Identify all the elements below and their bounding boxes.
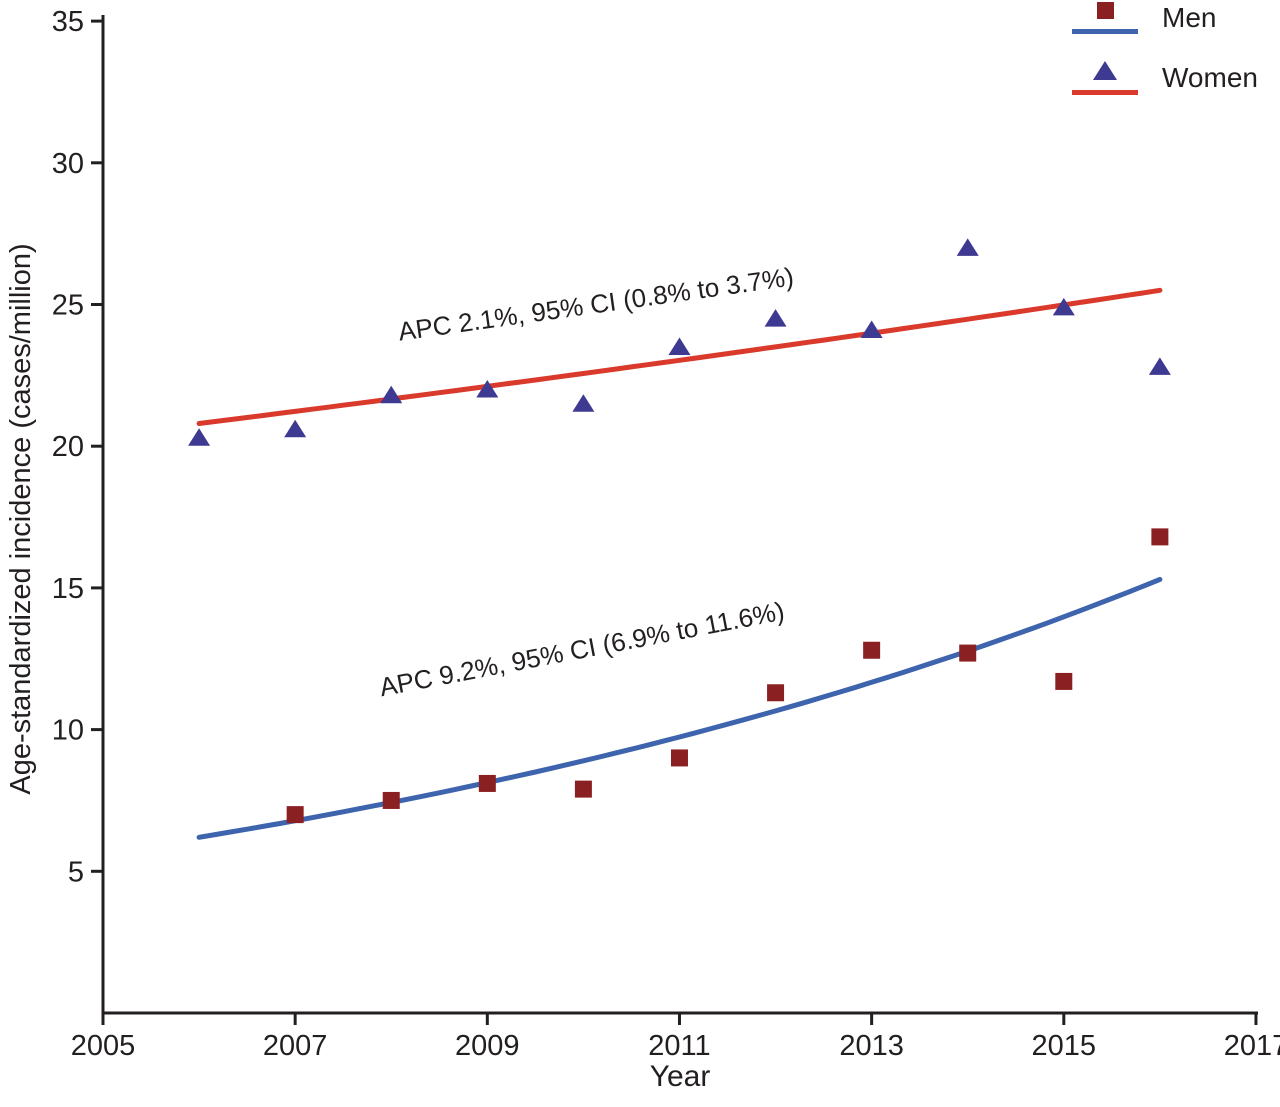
women-triangle-marker-icon <box>1093 61 1117 80</box>
y-tick-label: 35 <box>52 6 84 38</box>
women-trend-line <box>196 287 1163 426</box>
y-tick-label: 25 <box>52 290 84 322</box>
legend-entry-women: Women <box>1072 61 1258 95</box>
women-data-point <box>764 309 787 327</box>
women-data-point <box>380 385 403 404</box>
women-trend-line-icon <box>1072 90 1138 95</box>
x-tick-label: 2015 <box>1032 1030 1097 1062</box>
women-data-point <box>572 394 595 412</box>
men-data-point <box>959 644 977 662</box>
legend-label-women: Women <box>1162 62 1258 93</box>
x-tick-label: 2013 <box>839 1030 904 1062</box>
men-data-point <box>863 641 881 659</box>
x-axis-label: Year <box>649 1060 711 1093</box>
men-legend-swatch <box>1072 2 1138 34</box>
legend-entry-men: Men <box>1072 2 1258 34</box>
x-tick-label: 2005 <box>71 1030 136 1062</box>
women-legend-swatch <box>1072 61 1138 95</box>
women-data-point <box>860 320 883 339</box>
women-data-point <box>668 337 691 356</box>
x-tick-label: 2009 <box>455 1030 520 1062</box>
men-data-point <box>1055 672 1073 690</box>
x-tick-label: 2007 <box>263 1030 328 1062</box>
men-data-point <box>382 791 400 809</box>
x-tick-label: 2017 <box>1224 1030 1280 1062</box>
women-data-point <box>284 419 307 438</box>
men-data-point <box>670 749 688 767</box>
y-tick-label: 5 <box>68 856 84 888</box>
y-tick-label: 10 <box>52 715 84 747</box>
men-data-point <box>1151 528 1169 546</box>
legend: Men Women <box>1072 2 1258 122</box>
y-tick-label: 15 <box>52 573 84 605</box>
men-trend-line-icon <box>1072 29 1138 34</box>
men-trend-line <box>196 576 1163 840</box>
women-data-point <box>1148 357 1171 375</box>
women-data-point <box>1052 297 1075 316</box>
y-tick-label: 20 <box>52 431 84 463</box>
women-data-point <box>476 380 499 398</box>
x-tick-label: 2011 <box>648 1030 710 1062</box>
y-axis-label: Age-standardized incidence (cases/millio… <box>5 243 37 795</box>
men-data-point <box>767 684 785 702</box>
men-square-marker-icon <box>1096 2 1114 19</box>
women-data-point <box>956 238 979 256</box>
men-data-point <box>478 774 496 792</box>
legend-label-men: Men <box>1162 2 1217 33</box>
men-data-point <box>574 780 592 798</box>
women-data-point <box>188 428 211 446</box>
y-tick-label: 30 <box>52 148 84 180</box>
men-data-point <box>286 806 304 824</box>
